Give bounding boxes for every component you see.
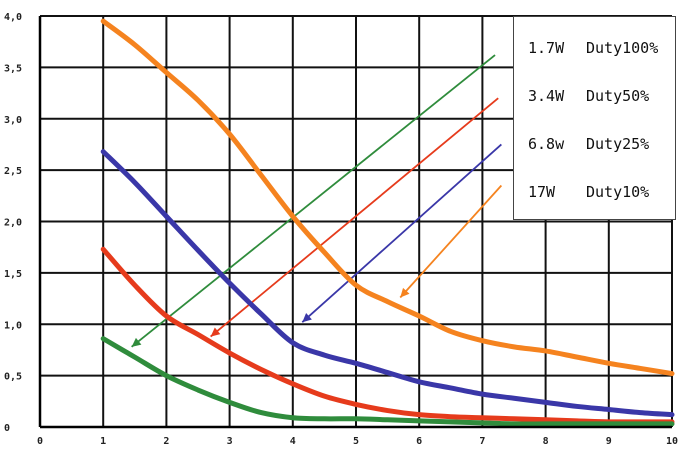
x-tick-label: 2 [163, 436, 169, 447]
series-line [100, 149, 675, 418]
y-tick-label: 1,5 [4, 269, 22, 280]
axes [38, 16, 672, 429]
arrow-head [302, 312, 312, 323]
legend-power: 17W [528, 183, 556, 201]
legend: 1.7W Duty100% 3.4W Duty50% 6.8w Duty25% 17W… [513, 16, 676, 220]
x-tick-label: 10 [666, 436, 678, 447]
arrow-head [210, 327, 221, 337]
series-line [100, 336, 675, 427]
y-tick-label: 2,0 [4, 218, 22, 229]
y-tick-label: 2,5 [4, 166, 22, 177]
series-line [100, 246, 675, 425]
y-tick-label: 0 [4, 423, 10, 434]
arrows [131, 54, 503, 348]
legend-duty: Duty50% [586, 87, 650, 105]
arrow-line [399, 184, 503, 299]
legend-power: 1.7W [528, 39, 565, 57]
x-tick-label: 1 [100, 436, 106, 447]
legend-entry: 17W Duty10% [528, 183, 649, 201]
y-tick-label: 4,0 [4, 12, 22, 23]
x-tick-label: 4 [290, 436, 296, 447]
x-tick-label: 0 [37, 436, 43, 447]
arrow-line [210, 97, 499, 338]
legend-entry: 3.4W Duty50% [528, 87, 649, 105]
x-tick-label: 9 [606, 436, 612, 447]
legend-entry: 1.7W Duty100% [528, 39, 658, 57]
arrow-line [301, 143, 502, 323]
y-tick-label: 0,5 [4, 372, 22, 383]
x-tick-label: 3 [227, 436, 233, 447]
legend-power: 6.8w [528, 135, 565, 153]
legend-power: 3.4W [528, 87, 565, 105]
tick-labels: 0 1 2 3 4 5 6 7 8 9 10 0 0,5 1,0 1,5 2,0 2,5 3,0 3,5 4,0 [4, 12, 678, 447]
legend-entry: 6.8w Duty25% [528, 135, 649, 153]
arrow-head [400, 287, 410, 298]
y-tick-label: 3,0 [4, 115, 22, 126]
legend-duty: Duty25% [586, 135, 650, 153]
legend-duty: Duty100% [586, 39, 659, 57]
x-tick-label: 7 [479, 436, 485, 447]
arrow-head [131, 337, 142, 347]
legend-duty: Duty10% [586, 183, 650, 201]
x-tick-label: 5 [353, 436, 359, 447]
arrow-line [131, 54, 496, 348]
x-tick-label: 8 [543, 436, 549, 447]
x-tick-label: 6 [416, 436, 422, 447]
y-tick-label: 1,0 [4, 320, 22, 331]
y-tick-label: 3,5 [4, 63, 22, 74]
series-line [100, 18, 675, 377]
series-lines [100, 18, 675, 427]
